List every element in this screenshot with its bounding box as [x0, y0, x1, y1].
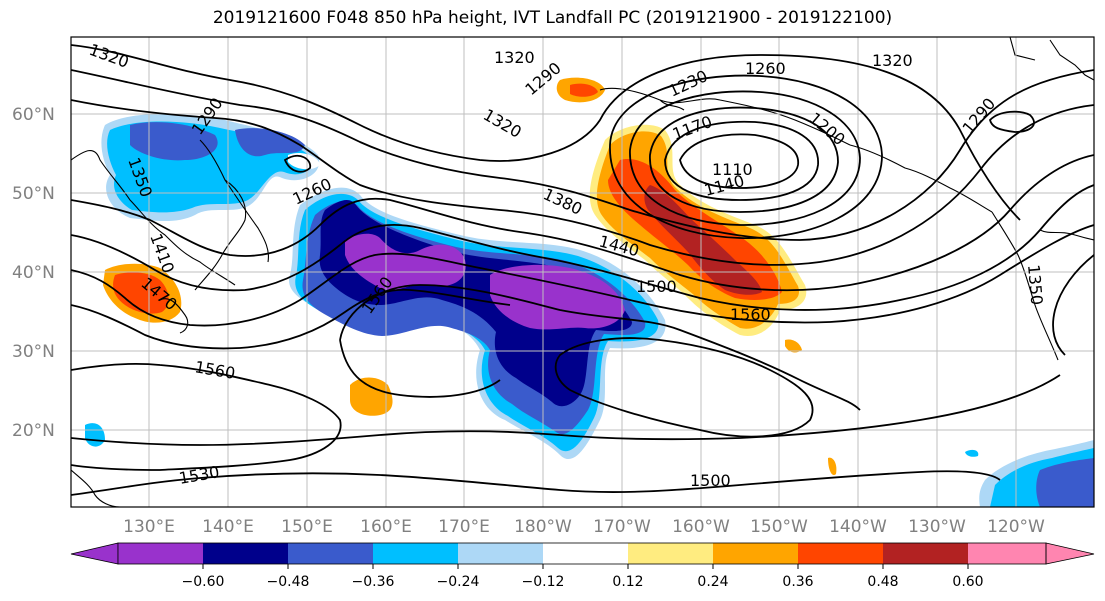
- longitude-label: 140°W: [829, 517, 887, 537]
- colorbar-swatch: [458, 543, 543, 564]
- longitude-label: 120°W: [987, 517, 1045, 537]
- longitude-label: 130°W: [908, 517, 966, 537]
- colorbar-tick-label: 0.48: [867, 574, 898, 590]
- colorbar-swatch: [798, 543, 883, 564]
- contour-label: 1320: [494, 48, 535, 67]
- colorbar-swatch: [203, 543, 288, 564]
- contour-label: 1560: [730, 305, 771, 324]
- colorbar-swatch: [968, 543, 1046, 564]
- colorbar-swatch: [628, 543, 713, 564]
- colorbar-tick-label: −0.60: [182, 574, 225, 590]
- colorbar-extend-left: [70, 542, 119, 565]
- colorbar-extend-right: [1045, 542, 1095, 565]
- longitude-label: 170°W: [593, 517, 651, 537]
- contour-label: 1350: [1024, 264, 1046, 306]
- latitude-label: 30°N: [12, 342, 55, 362]
- colorbar-tick-label: −0.24: [437, 574, 480, 590]
- contour-label: 1320: [872, 51, 913, 70]
- longitude-label: 160°W: [672, 517, 730, 537]
- longitude-label: 150°W: [750, 517, 808, 537]
- latitude-label: 20°N: [12, 421, 55, 441]
- colorbar-swatch: [373, 543, 458, 564]
- contour-label: 1110: [712, 160, 753, 179]
- colorbar-swatch: [883, 543, 968, 564]
- map-panel: 1320 1320 1260 1320 1290 1230 1200 1290 …: [71, 37, 1094, 507]
- colorbar-tick-marks: [202, 564, 969, 569]
- colorbar-swatch: [288, 543, 373, 564]
- colorbar-tick-label: −0.48: [267, 574, 310, 590]
- latitude-label: 50°N: [12, 184, 55, 204]
- height-contours: [71, 44, 1094, 496]
- colorbar-swatch: [543, 543, 628, 564]
- map-title: 2019121600 F048 850 hPa height, IVT Land…: [212, 8, 893, 28]
- longitude-label: 130°E: [123, 517, 175, 537]
- longitude-label: 160°E: [360, 517, 412, 537]
- longitude-label: 180°W: [514, 517, 572, 537]
- latitude-label: 40°N: [12, 263, 55, 283]
- colorbar-tick-label: 0.24: [697, 574, 728, 590]
- contour-label: 1260: [745, 59, 786, 78]
- colorbar-tick-label: −0.12: [522, 574, 565, 590]
- longitude-axis: 130°E 140°E 150°E 160°E 170°E 180°W 170°…: [123, 517, 1045, 537]
- colorbar-tick-label: 0.60: [952, 574, 983, 590]
- colorbar: −0.60 −0.48 −0.36 −0.24 −0.12 0.12 0.24 …: [70, 542, 1095, 590]
- longitude-label: 170°E: [438, 517, 490, 537]
- colorbar-tick-label: 0.36: [782, 574, 813, 590]
- latitude-axis: 60°N 50°N 40°N 30°N 20°N: [12, 105, 55, 441]
- longitude-label: 140°E: [202, 517, 254, 537]
- colorbar-tick-label: −0.36: [352, 574, 395, 590]
- coastlines: [71, 37, 1094, 507]
- colorbar-swatch: [118, 543, 203, 564]
- positive-ivt-shading: [103, 77, 837, 476]
- map-frame: [70, 36, 1095, 508]
- contour-label: 1500: [636, 277, 677, 296]
- contour-label: 1500: [690, 471, 731, 490]
- latitude-label: 60°N: [12, 105, 55, 125]
- longitude-label: 150°E: [281, 517, 333, 537]
- colorbar-swatch: [713, 543, 798, 564]
- colorbar-tick-label: 0.12: [612, 574, 643, 590]
